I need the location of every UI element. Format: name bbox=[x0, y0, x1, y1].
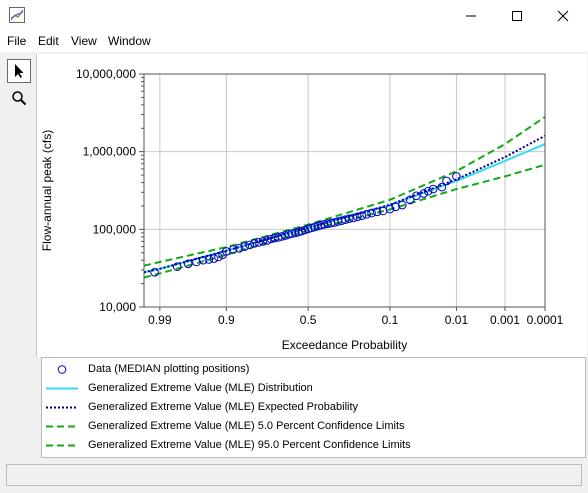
chart-legend: Data (MEDIAN plotting positions) General… bbox=[41, 357, 586, 458]
pointer-arrow-icon bbox=[15, 64, 24, 78]
legend-label: Generalized Extreme Value (MLE) 95.0 Per… bbox=[88, 439, 411, 451]
data-point bbox=[437, 182, 447, 192]
y-tick-label: 10,000 bbox=[99, 300, 136, 314]
data-point bbox=[341, 215, 350, 224]
data-point bbox=[344, 214, 354, 223]
data-point bbox=[412, 191, 421, 201]
tool-strip bbox=[0, 52, 35, 457]
data-point bbox=[234, 244, 244, 253]
close-icon bbox=[557, 10, 569, 21]
data-point bbox=[204, 255, 214, 264]
pointer-tool-button[interactable] bbox=[7, 59, 31, 83]
legend-label: Generalized Extreme Value (MLE) Expected… bbox=[88, 401, 359, 413]
data-point bbox=[150, 268, 159, 277]
data-point bbox=[284, 230, 293, 239]
frequency-chart[interactable]: 0.99 0.9 0.5 0.1 0.01 0.001 0.0001 10,000 100,00… bbox=[37, 54, 587, 357]
app-chart-icon bbox=[9, 7, 25, 23]
data-point bbox=[250, 239, 259, 248]
data-point bbox=[398, 200, 407, 210]
data-point bbox=[245, 240, 254, 250]
data-point bbox=[290, 228, 300, 238]
x-tick-label: 0.01 bbox=[445, 313, 469, 327]
data-point bbox=[423, 186, 433, 196]
legend-line-solid bbox=[46, 387, 78, 390]
minimize-button[interactable] bbox=[448, 0, 494, 31]
data-point bbox=[372, 207, 382, 217]
menu-file[interactable]: File bbox=[7, 34, 27, 48]
x-tick-label: 0.001 bbox=[490, 313, 520, 327]
legend-line-dashed bbox=[46, 444, 78, 447]
legend-line-dashed bbox=[46, 425, 78, 428]
data-point bbox=[357, 211, 367, 220]
legend-line-dotted bbox=[46, 406, 78, 409]
y-tick-label: 10,000,000 bbox=[76, 67, 136, 81]
data-point bbox=[307, 223, 316, 233]
x-tick-label: 0.99 bbox=[148, 313, 172, 327]
data-point bbox=[172, 262, 182, 271]
data-point bbox=[353, 212, 362, 222]
title-bar bbox=[0, 0, 588, 31]
data-point bbox=[262, 236, 272, 245]
legend-item-ci-95: Generalized Extreme Value (MLE) 95.0 Per… bbox=[42, 436, 582, 455]
x-tick-label: 0.5 bbox=[300, 313, 317, 327]
data-point bbox=[367, 208, 376, 218]
data-point bbox=[209, 254, 219, 263]
zoom-magnifier-icon bbox=[12, 91, 27, 106]
confidence-limit-5-curve bbox=[143, 116, 546, 267]
y-axis-title: Flow-annual peak (cfs) bbox=[40, 130, 54, 251]
legend-marker-circle bbox=[57, 365, 67, 374]
expected-probability-curve bbox=[143, 134, 546, 274]
data-point bbox=[198, 255, 208, 265]
minimize-icon bbox=[466, 15, 476, 16]
data-point bbox=[316, 220, 326, 230]
close-button[interactable] bbox=[540, 0, 586, 31]
data-point bbox=[405, 195, 415, 205]
data-point bbox=[214, 252, 223, 262]
x-tick-label: 0.0001 bbox=[527, 313, 564, 327]
legend-label: Generalized Extreme Value (MLE) 5.0 Perc… bbox=[88, 420, 405, 432]
data-point bbox=[254, 238, 264, 247]
data-point bbox=[287, 229, 297, 238]
menu-window[interactable]: Window bbox=[108, 34, 151, 48]
data-point bbox=[385, 204, 395, 214]
data-point bbox=[419, 189, 429, 198]
data-point bbox=[183, 259, 193, 269]
data-point bbox=[348, 213, 358, 223]
maximize-button[interactable] bbox=[494, 0, 540, 31]
confidence-limit-95-curve bbox=[143, 163, 546, 279]
legend-label: Generalized Extreme Value (MLE) Distribu… bbox=[88, 382, 313, 394]
data-point bbox=[391, 202, 401, 212]
data-point bbox=[362, 210, 371, 219]
y-tick-label: 100,000 bbox=[93, 222, 137, 236]
data-point bbox=[428, 184, 438, 194]
y-tick-label: 1,000,000 bbox=[83, 145, 137, 159]
chart-panel: 0.99 0.9 0.5 0.1 0.01 0.001 0.0001 10,000 100,00… bbox=[36, 54, 587, 357]
legend-item-ci-5: Generalized Extreme Value (MLE) 5.0 Perc… bbox=[42, 417, 582, 436]
data-point bbox=[240, 242, 249, 251]
data-point bbox=[228, 245, 238, 254]
legend-label: Data (MEDIAN plotting positions) bbox=[88, 363, 250, 375]
legend-item-data: Data (MEDIAN plotting positions) bbox=[42, 360, 582, 379]
data-point bbox=[442, 176, 451, 186]
zoom-tool-button[interactable] bbox=[7, 86, 31, 110]
menu-edit[interactable]: Edit bbox=[38, 34, 59, 48]
x-tick-label: 0.1 bbox=[382, 313, 399, 327]
x-tick-label: 0.9 bbox=[218, 313, 235, 327]
data-point bbox=[258, 237, 268, 246]
legend-item-distribution: Generalized Extreme Value (MLE) Distribu… bbox=[42, 379, 582, 398]
maximize-icon bbox=[512, 10, 522, 21]
data-point bbox=[313, 221, 323, 231]
x-axis-title: Exceedance Probability bbox=[282, 338, 407, 352]
data-point bbox=[192, 257, 201, 267]
data-point bbox=[323, 219, 332, 229]
menu-bar: File Edit View Window bbox=[0, 31, 588, 52]
status-bar bbox=[6, 464, 582, 486]
data-point bbox=[320, 220, 329, 229]
plot-area-frame bbox=[143, 73, 546, 308]
menu-view[interactable]: View bbox=[71, 34, 97, 48]
data-point bbox=[452, 172, 461, 181]
legend-item-expected: Generalized Extreme Value (MLE) Expected… bbox=[42, 398, 582, 417]
